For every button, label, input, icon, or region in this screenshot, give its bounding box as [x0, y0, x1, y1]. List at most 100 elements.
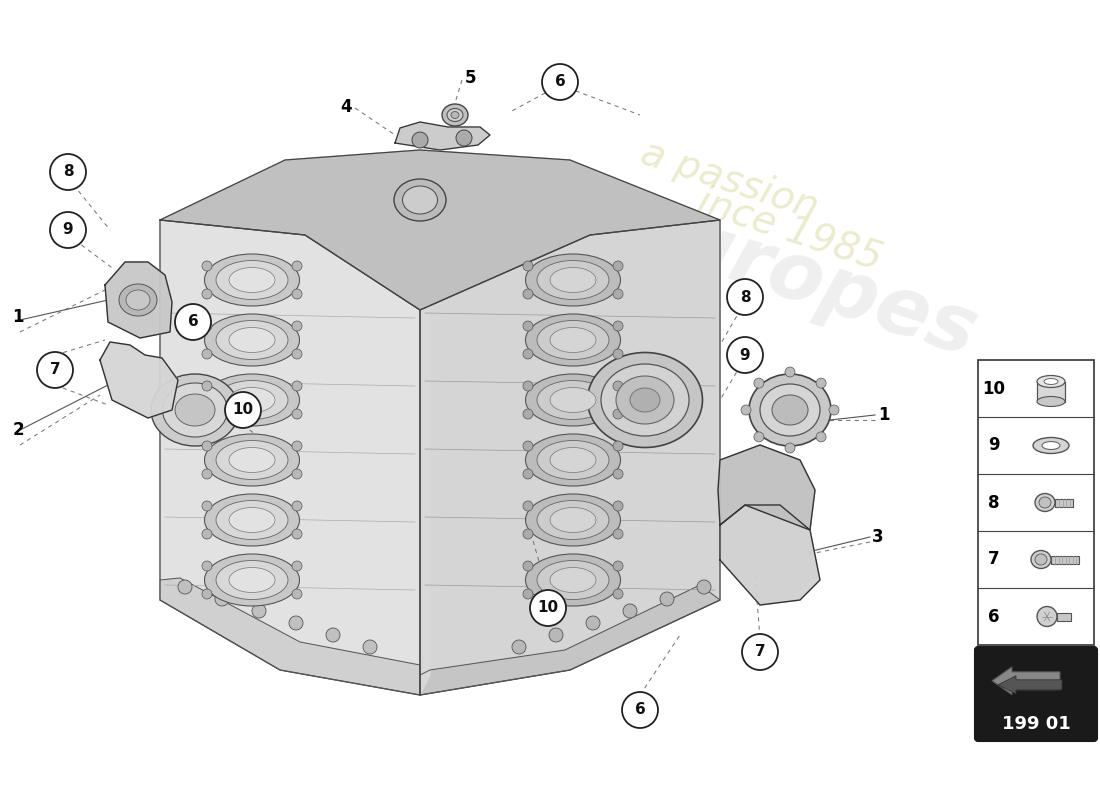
Circle shape	[50, 212, 86, 248]
Ellipse shape	[205, 494, 299, 546]
Circle shape	[613, 261, 623, 271]
Ellipse shape	[205, 554, 299, 606]
Circle shape	[522, 589, 534, 599]
Ellipse shape	[1040, 497, 1050, 508]
Circle shape	[522, 381, 534, 391]
Text: 6: 6	[988, 607, 1000, 626]
Circle shape	[202, 561, 212, 571]
Circle shape	[292, 589, 302, 599]
Circle shape	[586, 616, 600, 630]
Circle shape	[456, 130, 472, 146]
Ellipse shape	[550, 507, 596, 533]
Circle shape	[829, 405, 839, 415]
Circle shape	[623, 604, 637, 618]
Bar	[1057, 613, 1071, 621]
Polygon shape	[100, 342, 178, 418]
Circle shape	[542, 64, 578, 100]
Circle shape	[202, 349, 212, 359]
Ellipse shape	[550, 267, 596, 293]
Circle shape	[512, 640, 526, 654]
Circle shape	[202, 321, 212, 331]
Circle shape	[292, 441, 302, 451]
Circle shape	[613, 321, 623, 331]
Polygon shape	[160, 578, 420, 695]
Circle shape	[292, 561, 302, 571]
Circle shape	[202, 441, 212, 451]
Text: 5: 5	[465, 69, 476, 87]
Ellipse shape	[616, 376, 674, 424]
Text: 7: 7	[755, 645, 766, 659]
Circle shape	[252, 604, 266, 618]
Circle shape	[613, 349, 623, 359]
Circle shape	[613, 289, 623, 299]
Text: europes: europes	[614, 186, 987, 374]
Ellipse shape	[526, 374, 620, 426]
Circle shape	[522, 409, 534, 419]
Circle shape	[522, 261, 534, 271]
Ellipse shape	[749, 374, 830, 446]
Circle shape	[741, 405, 751, 415]
Circle shape	[292, 381, 302, 391]
Text: 8: 8	[988, 494, 1000, 511]
Circle shape	[727, 279, 763, 315]
Circle shape	[292, 469, 302, 479]
Text: 9: 9	[988, 437, 1000, 454]
Ellipse shape	[526, 554, 620, 606]
Text: 6: 6	[554, 74, 565, 90]
Circle shape	[175, 304, 211, 340]
Circle shape	[202, 469, 212, 479]
Text: 6: 6	[635, 702, 646, 718]
Polygon shape	[104, 262, 172, 338]
Circle shape	[412, 132, 428, 148]
Circle shape	[621, 692, 658, 728]
Circle shape	[522, 321, 534, 331]
Text: 2: 2	[12, 421, 24, 439]
Ellipse shape	[550, 387, 596, 413]
Circle shape	[754, 432, 763, 442]
Text: 7: 7	[988, 550, 1000, 569]
Ellipse shape	[229, 327, 275, 353]
Ellipse shape	[537, 561, 609, 599]
Text: 10: 10	[538, 601, 559, 615]
Ellipse shape	[447, 109, 463, 122]
Ellipse shape	[1042, 442, 1060, 450]
Ellipse shape	[403, 186, 438, 214]
Ellipse shape	[229, 267, 275, 293]
Ellipse shape	[537, 381, 609, 419]
Circle shape	[613, 381, 623, 391]
Ellipse shape	[394, 179, 446, 221]
Circle shape	[816, 378, 826, 388]
Ellipse shape	[550, 447, 596, 473]
Ellipse shape	[1031, 550, 1050, 569]
Polygon shape	[395, 122, 490, 150]
Ellipse shape	[537, 441, 609, 479]
FancyBboxPatch shape	[975, 647, 1097, 741]
Ellipse shape	[1037, 375, 1065, 387]
Ellipse shape	[537, 321, 609, 359]
Text: 1: 1	[878, 406, 890, 424]
Ellipse shape	[526, 494, 620, 546]
Ellipse shape	[229, 447, 275, 473]
Polygon shape	[420, 305, 430, 695]
Circle shape	[202, 261, 212, 271]
Ellipse shape	[630, 388, 660, 412]
Ellipse shape	[205, 374, 299, 426]
Circle shape	[613, 561, 623, 571]
Ellipse shape	[1033, 438, 1069, 454]
Ellipse shape	[526, 254, 620, 306]
Circle shape	[613, 409, 623, 419]
FancyArrow shape	[998, 676, 1062, 694]
Ellipse shape	[1044, 378, 1058, 385]
Polygon shape	[718, 445, 815, 530]
Text: 199 01: 199 01	[1002, 715, 1070, 733]
Circle shape	[202, 501, 212, 511]
Ellipse shape	[550, 567, 596, 593]
Ellipse shape	[216, 501, 288, 539]
Ellipse shape	[205, 254, 299, 306]
Circle shape	[202, 409, 212, 419]
Ellipse shape	[1035, 554, 1047, 565]
Circle shape	[202, 529, 212, 539]
Circle shape	[613, 441, 623, 451]
Ellipse shape	[601, 364, 689, 436]
Circle shape	[697, 580, 711, 594]
